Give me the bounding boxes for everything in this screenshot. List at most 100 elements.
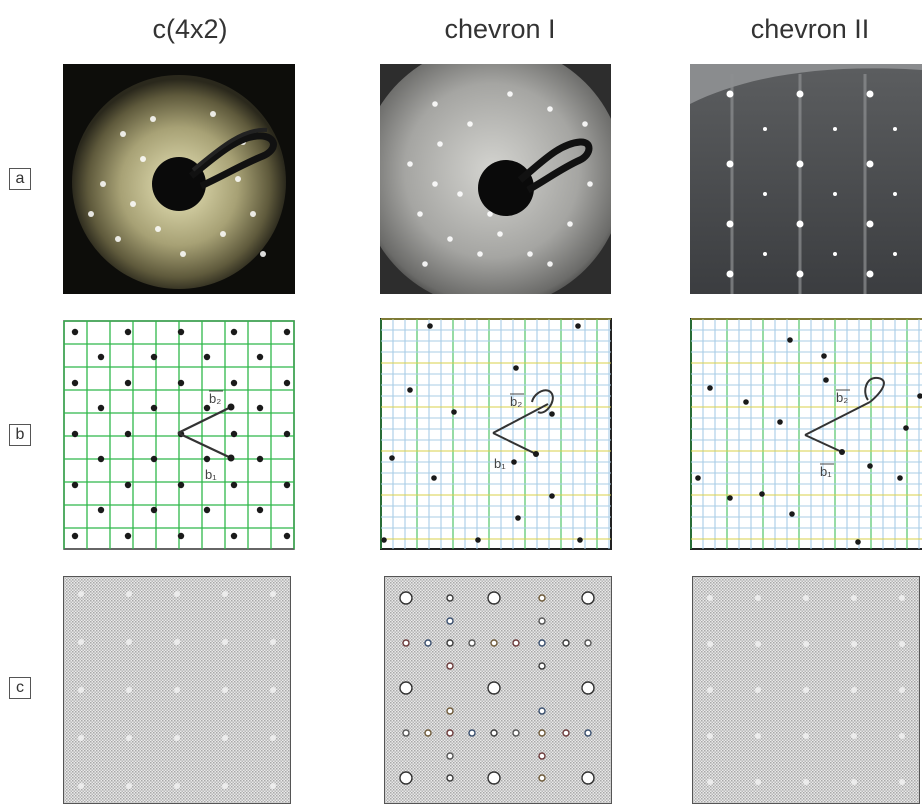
diffraction-spot — [587, 181, 593, 187]
lattice-point — [513, 365, 519, 371]
lattice-point — [389, 455, 395, 461]
lattice-point — [427, 323, 433, 329]
diffraction-spot — [796, 220, 804, 228]
diffraction-spot — [866, 270, 874, 278]
lattice-point — [451, 409, 457, 415]
pattern-ring — [487, 771, 501, 785]
pattern-ring — [487, 681, 501, 695]
lattice-point — [177, 379, 185, 387]
pattern-spot — [126, 639, 132, 645]
lattice-point — [511, 459, 517, 465]
diffraction-spot — [467, 121, 473, 127]
diffraction-spot — [210, 111, 216, 117]
diffraction-spot — [437, 141, 443, 147]
diffraction-spot — [796, 160, 804, 168]
lattice-point — [97, 455, 105, 463]
pattern-spot — [126, 591, 132, 597]
diffraction-spot — [235, 176, 241, 182]
leed-image-chevron-i — [380, 64, 611, 294]
pattern-spot — [222, 591, 228, 597]
pattern-spot — [126, 783, 132, 789]
lattice-point — [203, 455, 211, 463]
leed-image-chevron-ii — [690, 64, 922, 294]
pattern-ring — [402, 639, 410, 647]
lattice-point — [821, 353, 827, 359]
column-title-chevron-ii: chevron II — [750, 14, 870, 44]
diffraction-spot — [120, 131, 126, 137]
lattice-point — [97, 404, 105, 412]
pattern-ring — [468, 729, 476, 737]
pattern-spot — [78, 687, 84, 693]
column-title-c4x2: c(4x2) — [152, 14, 228, 44]
lattice-point — [150, 455, 158, 463]
lattice-point — [97, 506, 105, 514]
lattice-point — [124, 379, 132, 387]
lattice-point — [867, 463, 873, 469]
pattern-spot — [78, 639, 84, 645]
pattern-ring — [538, 707, 546, 715]
lattice-point — [475, 537, 481, 543]
pattern-ring — [424, 729, 432, 737]
pattern-ring — [446, 707, 454, 715]
leed-image-c4x2 — [63, 64, 295, 294]
lattice-point — [124, 328, 132, 336]
lattice-point — [855, 539, 861, 545]
pattern-spot — [755, 733, 761, 739]
diffraction-spot — [422, 261, 428, 267]
lattice-point — [203, 404, 211, 412]
lattice-point — [230, 430, 238, 438]
lattice-point — [230, 481, 238, 489]
pattern-spot — [174, 687, 180, 693]
lattice-point — [789, 511, 795, 517]
diffraction-spot — [726, 160, 734, 168]
pattern-spot — [803, 595, 809, 601]
diffraction-spot — [726, 220, 734, 228]
pattern-ring — [538, 729, 546, 737]
pattern-ring — [399, 591, 413, 605]
lattice-point — [759, 491, 765, 497]
lattice-point — [256, 353, 264, 361]
lattice-point — [283, 532, 291, 540]
pattern-spot — [755, 641, 761, 647]
pattern-spot — [270, 783, 276, 789]
pattern-spot — [126, 687, 132, 693]
pattern-ring — [584, 639, 592, 647]
vector-label-b2-chevron-i: b₂ — [510, 394, 522, 409]
lattice-point — [124, 481, 132, 489]
pattern-spot — [851, 687, 857, 693]
lattice-diagram-chevron-ii: b₂ b₁ — [690, 318, 922, 550]
lattice-point — [407, 387, 413, 393]
pattern-spot — [755, 779, 761, 785]
pattern-spot — [707, 779, 713, 785]
pattern-spot — [78, 735, 84, 741]
pattern-spot — [222, 783, 228, 789]
diffraction-spot — [417, 211, 423, 217]
diffraction-spot — [763, 192, 767, 196]
pattern-ring — [562, 639, 570, 647]
pattern-ring — [581, 591, 595, 605]
pattern-spot — [803, 687, 809, 693]
pattern-ring — [490, 639, 498, 647]
lattice-point — [71, 430, 79, 438]
pattern-spot — [270, 639, 276, 645]
pattern-spot — [755, 687, 761, 693]
lattice-point — [897, 475, 903, 481]
pattern-ring — [424, 639, 432, 647]
lattice-point — [150, 404, 158, 412]
pattern-ring — [399, 771, 413, 785]
diffraction-spot — [155, 226, 161, 232]
diffraction-spot — [796, 90, 804, 98]
diffraction-spot — [457, 191, 463, 197]
diffraction-spot — [582, 121, 588, 127]
pattern-ring — [487, 591, 501, 605]
pattern-spot — [755, 595, 761, 601]
pattern-spot — [270, 687, 276, 693]
vector-label-b2-chevron-ii: b₂ — [836, 390, 848, 405]
diffraction-spot — [477, 251, 483, 257]
diffraction-spot — [833, 192, 837, 196]
diffraction-spot — [220, 231, 226, 237]
lattice-point — [230, 532, 238, 540]
pattern-spot — [851, 641, 857, 647]
diffraction-spot — [866, 160, 874, 168]
pattern-spot — [707, 687, 713, 693]
